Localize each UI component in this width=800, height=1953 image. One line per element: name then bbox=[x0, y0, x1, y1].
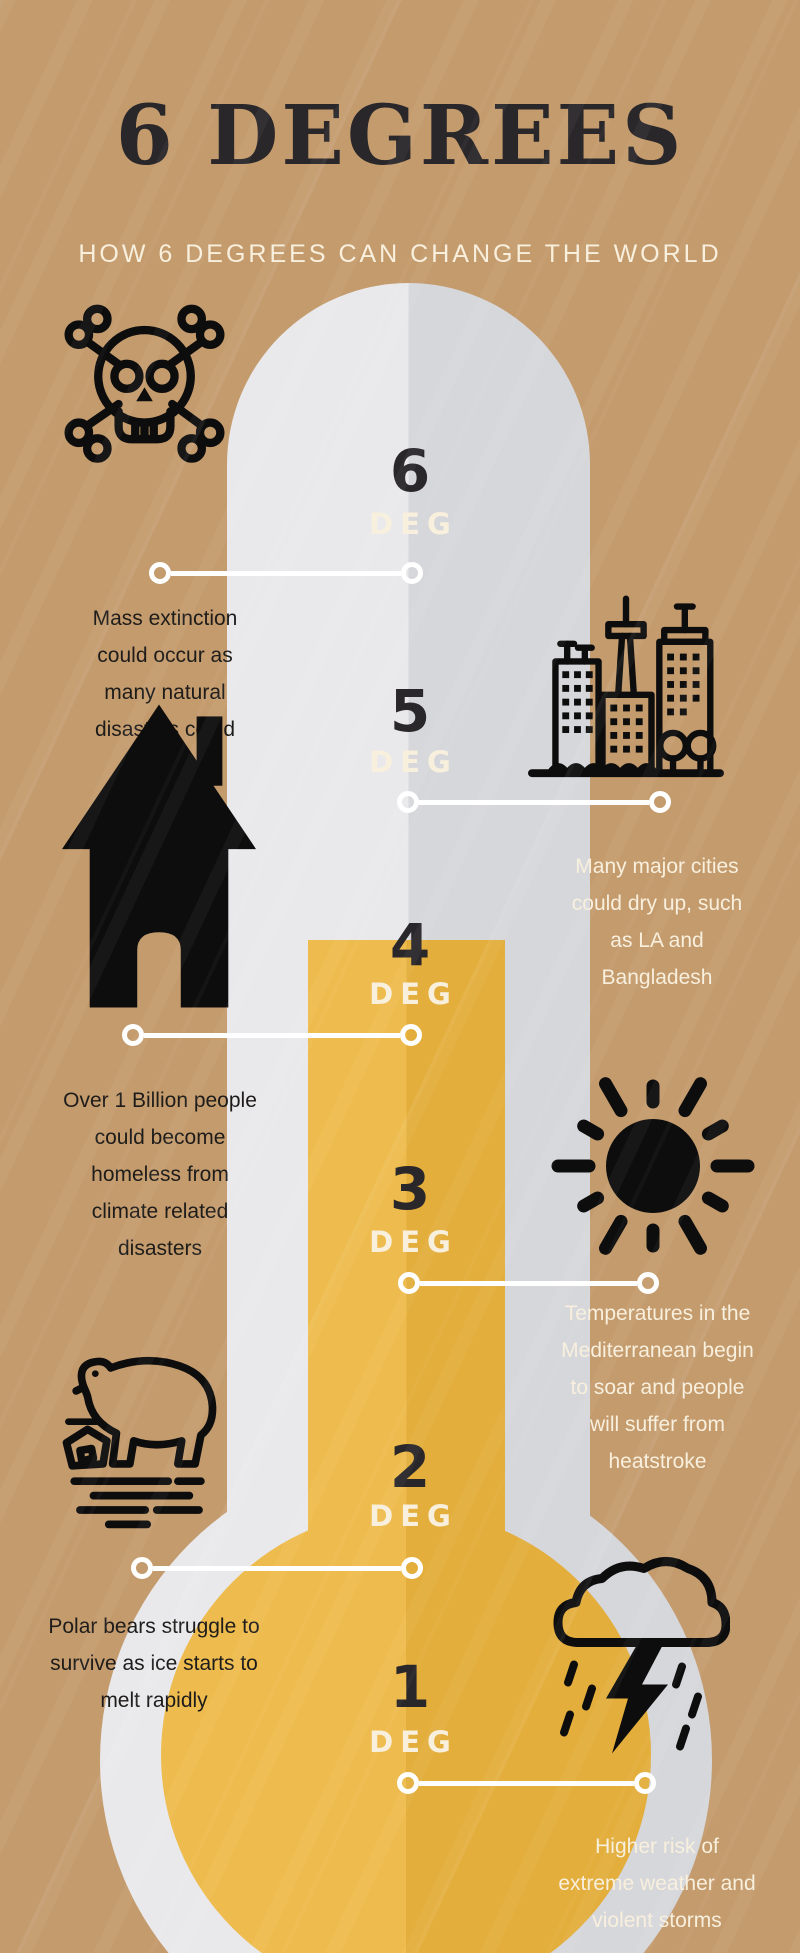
degree-3-unit: DEG bbox=[369, 1225, 458, 1259]
connector-ring bbox=[131, 1557, 153, 1579]
degree-6-unit: DEG bbox=[369, 507, 458, 541]
connector-line bbox=[419, 1780, 634, 1786]
degree-3-number: 3 bbox=[389, 1155, 431, 1223]
degree-6-number: 6 bbox=[389, 437, 431, 505]
degree-5-unit: DEG bbox=[369, 745, 458, 779]
degree-2-connector bbox=[131, 1557, 423, 1579]
connector-ring bbox=[401, 1557, 423, 1579]
connector-line bbox=[144, 1032, 400, 1038]
connector-line bbox=[153, 1565, 401, 1571]
degree-2-number: 2 bbox=[389, 1433, 431, 1501]
connector-ring bbox=[649, 791, 671, 813]
connector-ring bbox=[401, 562, 423, 584]
connector-line bbox=[420, 1280, 637, 1286]
degree-1-number: 1 bbox=[389, 1653, 431, 1721]
polar-bear-icon bbox=[55, 1335, 247, 1541]
connector-ring bbox=[397, 791, 419, 813]
sun-icon bbox=[538, 1062, 772, 1274]
degree-1-description: Higher risk of extreme weather and viole… bbox=[558, 1835, 756, 1932]
degree-4-connector bbox=[122, 1024, 422, 1046]
degree-6-description: Mass extinction could occur as many natu… bbox=[92, 607, 238, 778]
connector-line bbox=[419, 799, 649, 805]
skull-crossbones-icon bbox=[52, 285, 237, 475]
city-buildings-icon bbox=[528, 585, 724, 781]
connector-ring bbox=[634, 1772, 656, 1794]
degree-4-description: Over 1 Billion people could become homel… bbox=[63, 1089, 257, 1260]
connector-ring bbox=[122, 1024, 144, 1046]
degree-1-unit: DEG bbox=[369, 1725, 458, 1759]
connector-ring bbox=[400, 1024, 422, 1046]
degree-6-connector bbox=[149, 562, 423, 584]
page-title: 6 DEGREES bbox=[115, 88, 685, 184]
connector-ring bbox=[397, 1772, 419, 1794]
degree-3-connector bbox=[398, 1272, 659, 1294]
connector-ring bbox=[398, 1272, 420, 1294]
house-icon bbox=[60, 698, 258, 1016]
page-subtitle: HOW 6 DEGREES CAN CHANGE THE WORLD bbox=[78, 240, 722, 268]
thermometer-mercury-bulb bbox=[161, 1510, 651, 1953]
degree-4-unit: DEG bbox=[369, 977, 458, 1011]
degree-2-description: Polar bears struggle to survive as ice s… bbox=[48, 1615, 260, 1712]
degree-2-unit: DEG bbox=[369, 1499, 458, 1533]
connector-line bbox=[171, 570, 401, 576]
connector-ring bbox=[637, 1272, 659, 1294]
degree-1-connector bbox=[397, 1772, 656, 1794]
degree-5-number: 5 bbox=[389, 677, 431, 745]
degree-4-number: 4 bbox=[389, 911, 431, 979]
degree-5-description: Many major cities could dry up, such as … bbox=[571, 855, 743, 989]
connector-ring bbox=[149, 562, 171, 584]
degree-3-description: Temperatures in the Mediterranean begin … bbox=[561, 1302, 754, 1473]
degree-5-connector bbox=[397, 791, 671, 813]
storm-cloud-icon bbox=[540, 1545, 730, 1763]
